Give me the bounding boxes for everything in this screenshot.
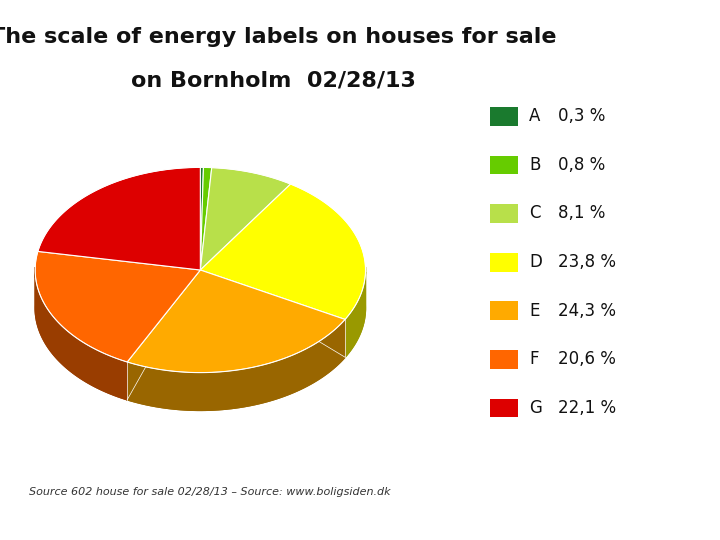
Text: E: E <box>529 301 539 320</box>
Text: on Bornholm  02/28/13: on Bornholm 02/28/13 <box>131 70 416 90</box>
Text: 22,1 %: 22,1 % <box>558 399 616 417</box>
Polygon shape <box>127 270 345 373</box>
Polygon shape <box>35 267 127 400</box>
Polygon shape <box>345 267 366 357</box>
Polygon shape <box>200 184 366 320</box>
Polygon shape <box>38 167 200 270</box>
Text: F: F <box>529 350 539 368</box>
Polygon shape <box>127 320 345 410</box>
Polygon shape <box>35 272 127 400</box>
Polygon shape <box>127 320 345 410</box>
Text: 0,8 %: 0,8 % <box>558 156 606 174</box>
Polygon shape <box>200 167 204 270</box>
Polygon shape <box>345 272 366 357</box>
Text: B: B <box>529 156 541 174</box>
Text: G: G <box>529 399 542 417</box>
Text: 8,1 %: 8,1 % <box>558 204 606 222</box>
Polygon shape <box>200 167 212 270</box>
Text: The scale of energy labels on houses for sale: The scale of energy labels on houses for… <box>0 27 557 47</box>
Text: Source 602 house for sale 02/28/13 – Source: www.boligsiden.dk: Source 602 house for sale 02/28/13 – Sou… <box>29 487 390 497</box>
Text: A: A <box>529 107 541 125</box>
Text: 24,3 %: 24,3 % <box>558 301 616 320</box>
Text: D: D <box>529 253 542 271</box>
Text: 23,8 %: 23,8 % <box>558 253 616 271</box>
Polygon shape <box>200 167 291 270</box>
Polygon shape <box>35 252 200 362</box>
Text: C: C <box>529 204 541 222</box>
Text: 20,6 %: 20,6 % <box>558 350 616 368</box>
Text: 0,3 %: 0,3 % <box>558 107 606 125</box>
